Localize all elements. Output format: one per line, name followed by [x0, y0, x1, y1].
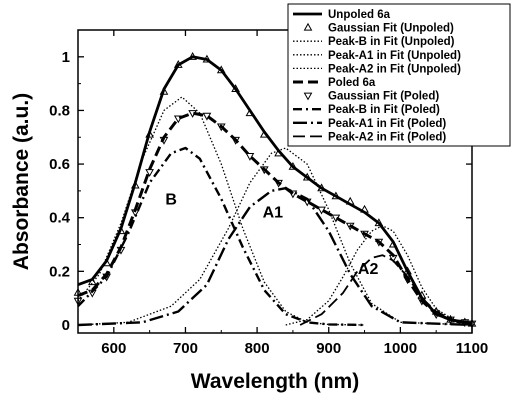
legend-entry-gaussian-fit-poled: Gaussian Fit (Poled) — [303, 91, 439, 103]
legend-label: Gaussian Fit (Poled) — [328, 91, 439, 103]
data-point — [231, 136, 240, 145]
legend-entry-peak-a1-in-fit-poled: Peak-A1 in Fit (Poled) — [293, 118, 446, 130]
data-point — [259, 166, 269, 175]
data-point — [288, 190, 298, 199]
data-point — [188, 52, 197, 60]
y-axis-label: Absorbance (a.u.) — [10, 93, 33, 270]
annotation-a2: A2 — [358, 261, 379, 278]
legend-swatch — [303, 22, 313, 31]
data-point — [173, 60, 183, 68]
series-poled-6a — [77, 111, 473, 326]
data-point — [216, 65, 226, 74]
series-line — [77, 111, 473, 326]
data-point — [374, 238, 384, 247]
data-point — [245, 153, 255, 161]
y-tick-label: 1 — [62, 49, 70, 66]
series-gaussian-fit-poled — [73, 110, 477, 329]
y-tick-label: 0.8 — [49, 102, 70, 119]
data-point — [331, 214, 341, 223]
legend-entry-peak-b-in-fit-poled: Peak-B in Fit (Poled) — [293, 104, 440, 116]
x-tick-label: 900 — [316, 340, 341, 357]
data-point — [317, 206, 326, 215]
legend-swatch — [303, 92, 313, 101]
data-point — [130, 209, 140, 218]
x-tick-label: 600 — [101, 340, 126, 357]
data-point — [288, 161, 298, 170]
data-point — [245, 108, 255, 117]
series-peak-a2-in-fit-unpoled — [285, 225, 473, 326]
data-point — [388, 254, 398, 263]
x-tick-label: 1000 — [384, 340, 417, 357]
legend-label: Peak-A2 in Fit (Unpoled) — [328, 63, 461, 75]
data-point — [274, 148, 283, 157]
data-point — [202, 112, 212, 121]
legend-entry-peak-b-in-fit-unpoled: Peak-B in Fit (Unpoled) — [293, 36, 455, 48]
legend-label: Peak-A1 in Fit (Poled) — [328, 118, 446, 130]
data-point — [460, 319, 470, 328]
data-point — [374, 218, 384, 227]
plot-frame — [77, 29, 473, 334]
data-point — [345, 196, 355, 205]
legend-entry-peak-a2-in-fit-poled: Peak-A2 in Fit (Poled) — [293, 131, 446, 143]
legend-label: Gaussian Fit (Unpoled) — [328, 23, 454, 35]
data-point — [331, 191, 341, 200]
y-tick-label: 0 — [62, 317, 70, 334]
data-point — [145, 129, 154, 138]
x-axis-label: Wavelength (nm) — [191, 370, 359, 393]
legend-label: Peak-B in Fit (Poled) — [328, 104, 440, 116]
data-point — [116, 226, 126, 235]
legend-label: Peak-A2 in Fit (Poled) — [328, 131, 446, 143]
x-tick-label: 800 — [245, 340, 270, 357]
data-point — [403, 266, 412, 275]
data-point — [259, 129, 269, 138]
y-tick-label: 0.2 — [49, 263, 70, 280]
legend-label: Poled 6a — [328, 77, 376, 89]
y-tick-label: 0.6 — [49, 156, 70, 173]
legend-entry-unpoled-6a: Unpoled 6a — [293, 9, 391, 21]
data-point — [274, 179, 283, 188]
data-point — [360, 230, 369, 239]
data-point — [159, 86, 169, 95]
data-point — [231, 84, 240, 93]
data-point — [202, 54, 212, 63]
legend-label: Unpoled 6a — [328, 9, 391, 21]
data-point — [388, 239, 398, 248]
series-peak-b-in-fit-poled — [77, 146, 365, 327]
annotation-b: B — [165, 191, 177, 208]
data-point — [216, 123, 226, 132]
legend-label: Peak-B in Fit (Unpoled) — [328, 36, 455, 48]
data-point — [173, 115, 183, 124]
legend-entry-peak-a2-in-fit-unpoled: Peak-A2 in Fit (Unpoled) — [293, 63, 461, 75]
series-peak-a1-in-fit-poled — [77, 187, 473, 327]
series-peak-a1-in-fit-unpoled — [77, 147, 473, 326]
legend-box — [287, 3, 511, 147]
data-point — [188, 110, 197, 118]
series-line — [285, 225, 473, 326]
y-tick-label: 0.4 — [49, 210, 71, 227]
series-line — [77, 147, 473, 326]
data-point — [302, 172, 312, 181]
x-tick-label: 1100 — [456, 340, 489, 357]
series-line — [77, 146, 365, 327]
data-point — [145, 169, 154, 177]
series-peak-a2-in-fit-poled — [299, 254, 473, 326]
legend-label: Peak-A1 in Fit (Unpoled) — [328, 50, 461, 62]
legend-entry-gaussian-fit-unpoled: Gaussian Fit (Unpoled) — [303, 22, 454, 35]
series-line — [77, 187, 473, 327]
series-line — [299, 254, 473, 326]
data-point — [360, 204, 369, 213]
data-point — [345, 222, 355, 231]
annotation-a1: A1 — [263, 205, 284, 222]
legend-entry-poled-6a: Poled 6a — [293, 77, 376, 89]
legend-entry-peak-a1-in-fit-unpoled: Peak-A1 in Fit (Unpoled) — [293, 50, 461, 62]
data-point — [159, 136, 169, 145]
data-point — [317, 183, 326, 192]
x-tick-label: 700 — [173, 340, 198, 357]
